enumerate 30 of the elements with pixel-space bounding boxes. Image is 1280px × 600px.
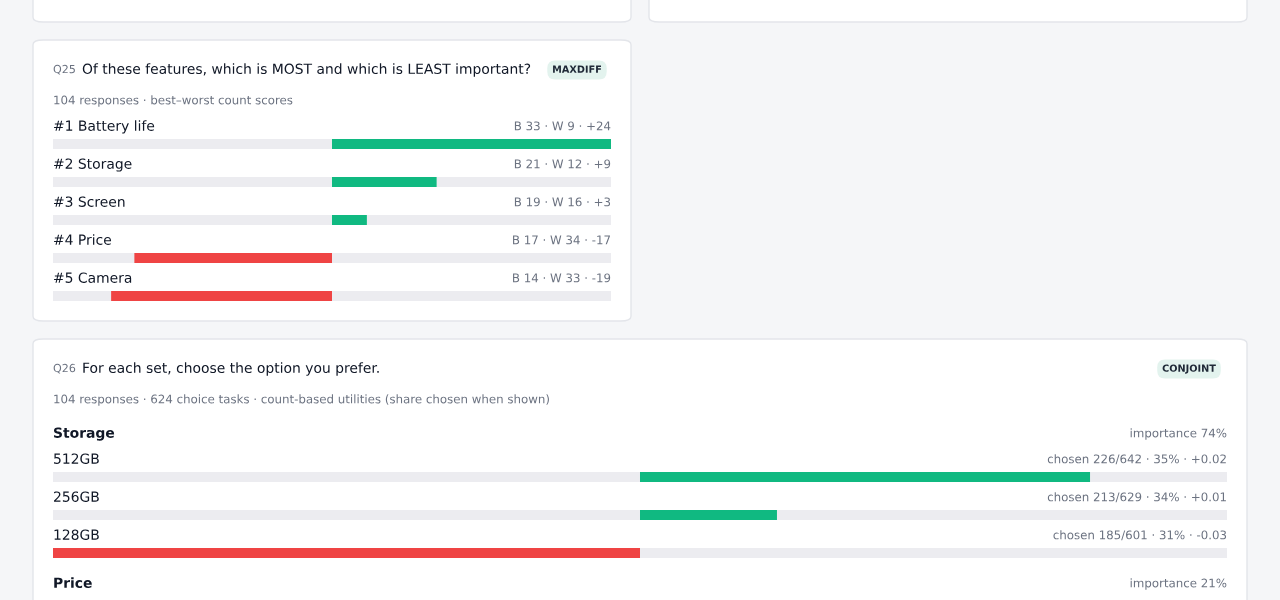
data-label: chosen 185/601 · 31% · -0.03: [1053, 530, 1227, 541]
text: Price: [54, 577, 92, 589]
data-label: B 17 · W 34 · -17: [513, 235, 610, 245]
chart-subtitle: 104 responses · 624 choice tasks · count-based utilities (share chosen when shown): [54, 394, 549, 406]
y-tick-label: #2 Storage: [54, 158, 132, 172]
chart-subtitle: 104 responses · best–worst count scores: [54, 95, 293, 107]
data-label: chosen 213/629 · 34% · +0.01: [1047, 492, 1226, 503]
bar: [332, 177, 437, 187]
chart-title: Of these features, which is MOST and which is LEAST important?: [82, 63, 531, 77]
y-tick-label: 512GB: [54, 453, 99, 464]
text: Q26: [53, 363, 76, 374]
y-tick-label: #3 Screen: [54, 196, 125, 207]
annotation: importance 74%: [1130, 428, 1227, 440]
data-label: B 33 · W 9 · +24: [514, 121, 611, 131]
bar: [332, 215, 367, 225]
data-label: B 21 · W 12 · +9: [514, 159, 611, 169]
y-tick-label: #4 Price: [54, 234, 112, 245]
text: importance 21%: [1130, 578, 1227, 590]
y-tick-label: 256GB: [54, 491, 99, 502]
y-tick-label: #1 Battery life: [54, 120, 155, 134]
data-label: B 14 · W 33 · -19: [513, 273, 611, 283]
data-label: B 19 · W 16 · +3: [514, 197, 611, 207]
annotation: Storage: [54, 427, 115, 441]
data-label: chosen 226/642 · 35% · +0.02: [1047, 454, 1226, 465]
text: MAXDIFF: [553, 65, 602, 73]
text: Q25: [53, 64, 75, 75]
text: CONJOINT: [1162, 364, 1216, 374]
y-tick-label: 128GB: [54, 529, 99, 540]
chart-title: For each set, choose the option you prefer.: [83, 362, 379, 376]
y-tick-label: #5 Camera: [54, 272, 132, 283]
